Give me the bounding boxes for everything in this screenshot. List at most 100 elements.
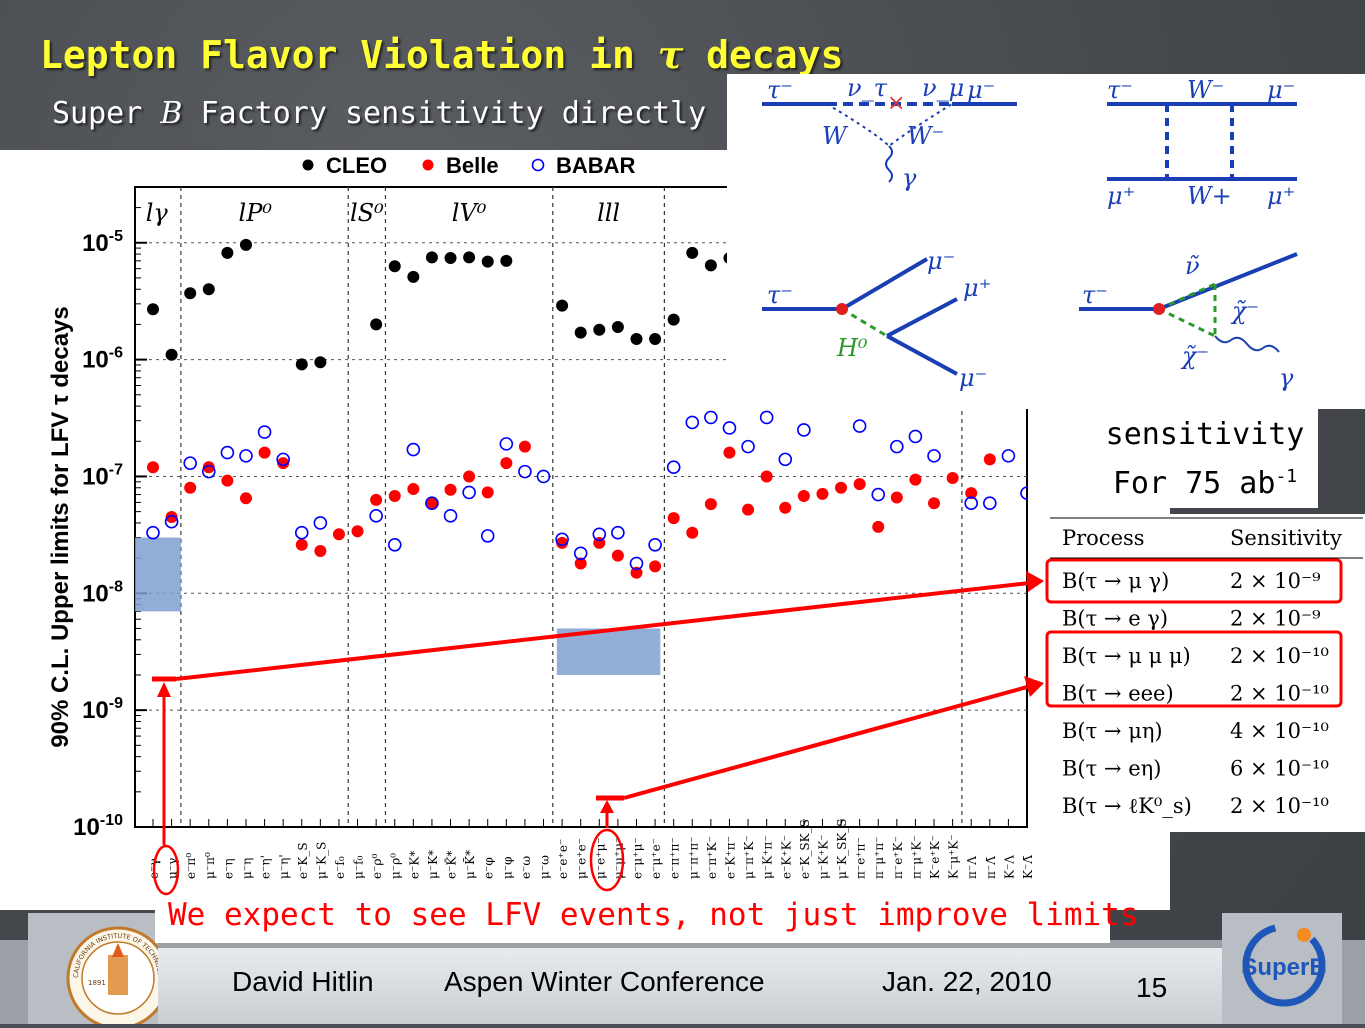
point-belle (295, 538, 308, 551)
category-label: μ⁻K⁺π⁻ (761, 835, 775, 879)
point-cleo (500, 254, 513, 267)
table-header-sensitivity: Sensitivity (1230, 526, 1342, 550)
point-cleo (425, 251, 438, 264)
point-belle (147, 461, 159, 474)
category-label: π⁻μ⁺K⁻ (909, 835, 923, 879)
table-cell-sensitivity: 2 × 10⁻¹⁰ (1230, 682, 1329, 706)
group-label: lγ (146, 199, 169, 227)
category-label: μ⁻π⁰ (203, 852, 217, 879)
sensitivity-line2: For 75 ab-1 (1112, 466, 1298, 501)
point-babar (499, 437, 514, 451)
diagram-label: μ⁻ (959, 364, 987, 392)
point-babar (239, 449, 253, 463)
table-cell-process: B(τ → eη) (1062, 757, 1161, 781)
point-babar (666, 460, 681, 474)
diagram-label: μ⁺ (1267, 182, 1295, 210)
diagram-label: μ⁺ (1107, 182, 1135, 210)
group-label: lV⁰ (452, 199, 487, 227)
point-cleo (593, 323, 606, 336)
group-label: lP⁰ (239, 199, 273, 227)
sensitivity-line1: sensitivity (1105, 417, 1305, 452)
point-belle (518, 440, 531, 453)
point-babar (964, 496, 979, 511)
point-belle (965, 487, 978, 500)
category-label: μ⁻μ⁺μ⁻ (612, 837, 626, 879)
point-belle (704, 498, 717, 511)
diagram-label: W+ (1187, 182, 1232, 210)
point-belle (649, 560, 662, 573)
point-cleo (667, 313, 680, 326)
point-belle (779, 501, 792, 514)
diagram-label: W⁻ (1187, 76, 1224, 104)
feynman-diagrams-panel: × τ⁻ ν_τ ν_μ μ⁻ W W⁻ γ τ⁻ W⁻ μ⁻ μ⁺ W+ μ⁺ τ⁻ μ⁻ μ⁺ μ⁻ H⁰ τ⁻ ν… (727, 74, 1365, 409)
category-label: e⁻f₀ (333, 856, 347, 879)
point-belle (481, 486, 494, 499)
point-babar (629, 556, 644, 571)
point-cleo (407, 270, 420, 283)
point-babar (164, 514, 179, 529)
point-babar (908, 429, 923, 444)
category-label: e⁻η' (259, 855, 273, 879)
category-label: K⁻Λ̄ (1021, 855, 1035, 879)
point-babar (536, 469, 551, 484)
point-cleo (147, 303, 159, 316)
expect-statement: We expect to see LFV events, not just im… (168, 897, 1139, 933)
point-belle (556, 536, 569, 549)
point-babar (220, 445, 235, 460)
legend-marker (422, 159, 434, 171)
vertex-dot (836, 303, 848, 315)
point-babar (852, 419, 867, 433)
legend-marker (302, 159, 314, 171)
point-babar (871, 487, 886, 502)
y-tick-label: 10-9 (82, 695, 123, 724)
point-babar (704, 410, 718, 425)
group-label: lS⁰ (350, 199, 384, 227)
category-label: μ⁻K* (426, 850, 440, 879)
superb-logo-text: SuperB (1241, 954, 1326, 981)
superb-logo-icon: SuperB (1241, 923, 1327, 1007)
y-axis-label: 90% C.L. Upper limits for LFV τ decays (47, 306, 74, 748)
fermion-line (840, 257, 929, 311)
diagram-label: ν_μ (922, 74, 964, 102)
point-babar (313, 516, 328, 530)
footer-author: David Hitlin (232, 966, 374, 997)
legend-label: Belle (446, 153, 499, 178)
category-label: μ⁻ρ⁰ (389, 853, 403, 879)
category-label: μ⁻K⁺K⁻ (816, 834, 830, 879)
category-label: K⁻Λ (1002, 855, 1016, 879)
table-cell-sensitivity: 2 × 10⁻⁹ (1230, 569, 1321, 593)
slide-subtitle: Super B Factory sensitivity directly co (52, 96, 761, 131)
caltech-logo-frame: 1891 CALIFORNIA INSTITUTE OF TECHNOLOGY (25, 907, 170, 1028)
point-belle (909, 473, 922, 486)
category-label: K⁻μ⁺K⁻ (947, 834, 961, 879)
point-cleo (686, 246, 699, 259)
point-babar (146, 525, 160, 540)
point-belle (463, 470, 476, 483)
diagram-label: ν_τ (847, 74, 888, 102)
point-babar (555, 532, 569, 547)
category-label: e⁻ω (519, 856, 533, 879)
category-label: μ⁻e⁺e⁻ (575, 838, 589, 879)
footer-bar (155, 948, 1225, 1024)
sensitivity-table: Process Sensitivity B(τ → μ γ) 2 × 10⁻⁹ B(τ … (1050, 517, 1363, 818)
diagram-label: μ⁺ (963, 274, 991, 302)
diagram-label: W⁻ (907, 122, 944, 150)
table-cell-process: B(τ → μ γ) (1062, 569, 1169, 593)
point-cleo (165, 348, 178, 361)
point-babar (183, 456, 197, 470)
category-label: π⁻Λ̄ (984, 856, 998, 879)
table-cell-process: B(τ → e γ) (1062, 607, 1168, 631)
point-belle (444, 483, 457, 496)
point-cleo (221, 246, 234, 259)
page-number: 15 (1136, 972, 1168, 1003)
table-header-process: Process (1062, 526, 1145, 550)
point-cleo (295, 358, 308, 371)
category-label: e⁻π⁺K⁻ (705, 836, 719, 879)
point-cleo (202, 283, 215, 296)
point-belle (667, 512, 680, 525)
legend-marker (531, 158, 545, 172)
point-belle (760, 470, 773, 483)
point-belle (928, 497, 941, 510)
point-cleo (314, 356, 327, 369)
point-belle (370, 493, 383, 506)
